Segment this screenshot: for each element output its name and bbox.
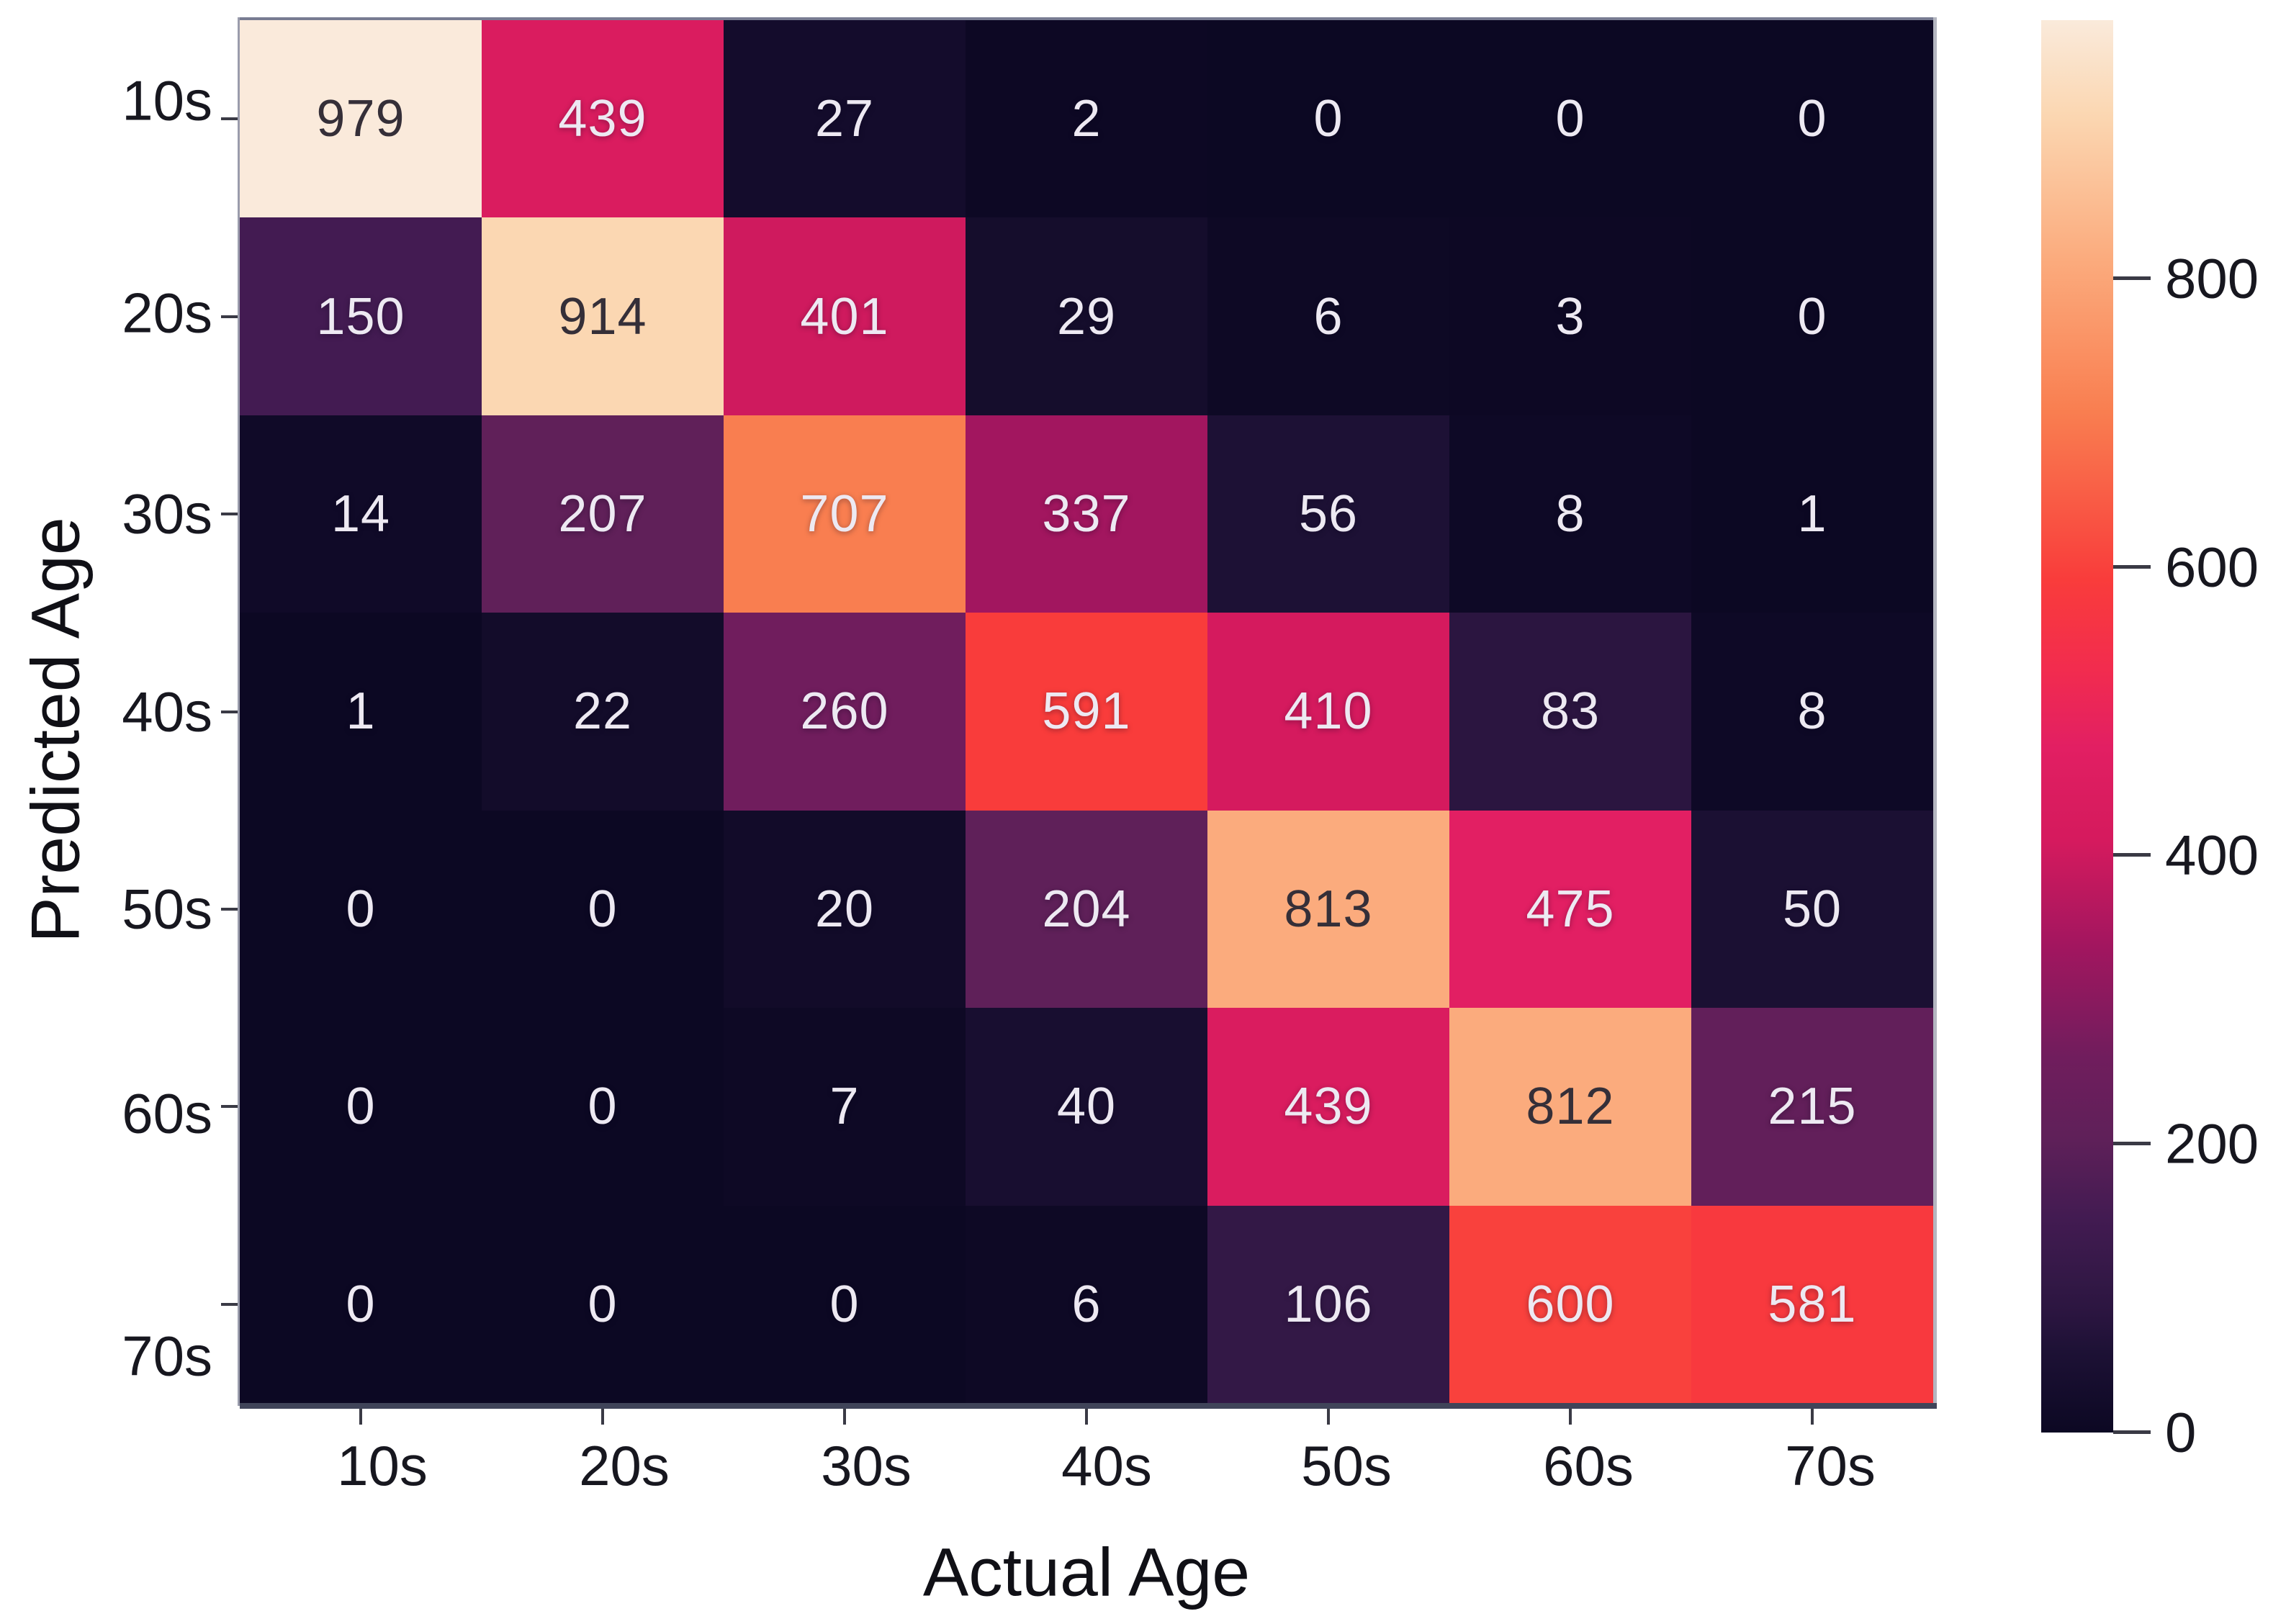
heatmap-cell: 337 bbox=[966, 415, 1207, 613]
heatmap-cell: 1 bbox=[1691, 415, 1933, 613]
heatmap-cell: 0 bbox=[1207, 20, 1449, 218]
heatmap-cell: 83 bbox=[1449, 613, 1691, 811]
heatmap-cell: 707 bbox=[724, 415, 966, 613]
x-tick-mark bbox=[1569, 1409, 1572, 1425]
x-axis-title: Actual Age bbox=[922, 1534, 1251, 1611]
heatmap-cell: 40 bbox=[966, 1008, 1207, 1206]
y-tick-label: 70s bbox=[122, 1324, 212, 1388]
heatmap-cell: 475 bbox=[1449, 810, 1691, 1009]
x-tick-label: 10s bbox=[337, 1434, 428, 1497]
axis-spine-right bbox=[1933, 17, 1937, 1403]
heatmap-cell: 207 bbox=[482, 415, 724, 613]
heatmap-cell: 979 bbox=[240, 20, 482, 218]
heatmap-cell: 600 bbox=[1449, 1205, 1691, 1403]
x-tick-mark bbox=[1811, 1409, 1814, 1425]
y-tick-label: 60s bbox=[122, 1081, 212, 1145]
colorbar-tick-label: 600 bbox=[2165, 535, 2259, 599]
heatmap-grid: 979 439 27 2 0 0 0 150 914 401 29 6 3 0 14 207 707 337 56 8… bbox=[240, 20, 1933, 1403]
heatmap-cell: 914 bbox=[482, 217, 724, 415]
heatmap-cell: 8 bbox=[1691, 613, 1933, 811]
axis-spine-left bbox=[238, 17, 240, 1406]
y-axis-title: Predicted Age bbox=[17, 516, 94, 943]
heatmap-cell: 812 bbox=[1449, 1008, 1691, 1206]
heatmap-cell: 410 bbox=[1207, 613, 1449, 811]
heatmap-cell: 150 bbox=[240, 217, 482, 415]
heatmap-cell: 813 bbox=[1207, 810, 1449, 1009]
x-tick-mark bbox=[359, 1409, 362, 1425]
y-tick-label: 40s bbox=[122, 680, 212, 743]
heatmap-cell: 581 bbox=[1691, 1205, 1933, 1403]
axis-spine-top bbox=[240, 17, 1933, 20]
heatmap-cell: 439 bbox=[482, 20, 724, 218]
heatmap-cell: 215 bbox=[1691, 1008, 1933, 1206]
heatmap-cell: 0 bbox=[1691, 20, 1933, 218]
heatmap-cell: 401 bbox=[724, 217, 966, 415]
y-tick-label: 50s bbox=[122, 877, 212, 941]
heatmap-cell: 22 bbox=[482, 613, 724, 811]
heatmap-cell: 27 bbox=[724, 20, 966, 218]
colorbar-tick-label: 200 bbox=[2165, 1111, 2259, 1176]
y-tick-mark bbox=[221, 710, 238, 713]
x-tick-mark bbox=[1327, 1409, 1330, 1425]
x-tick-label: 20s bbox=[579, 1434, 670, 1497]
colorbar-tick-label: 800 bbox=[2165, 246, 2259, 310]
colorbar-tick-mark bbox=[2113, 1142, 2151, 1146]
y-tick-label: 20s bbox=[122, 281, 212, 345]
heatmap-cell: 20 bbox=[724, 810, 966, 1009]
colorbar bbox=[2041, 20, 2113, 1433]
y-tick-label: 30s bbox=[122, 482, 212, 546]
x-tick-label: 60s bbox=[1543, 1434, 1634, 1497]
axis-spine-bottom bbox=[240, 1403, 1937, 1409]
heatmap-cell: 0 bbox=[240, 1205, 482, 1403]
heatmap-cell: 0 bbox=[724, 1205, 966, 1403]
x-tick-mark bbox=[601, 1409, 604, 1425]
heatmap-cell: 0 bbox=[482, 810, 724, 1009]
heatmap-cell: 0 bbox=[482, 1205, 724, 1403]
colorbar-tick-label: 400 bbox=[2165, 823, 2259, 887]
heatmap-cell: 0 bbox=[1691, 217, 1933, 415]
y-tick-label: 10s bbox=[122, 68, 212, 132]
y-tick-mark bbox=[221, 315, 238, 318]
heatmap-cell: 0 bbox=[240, 810, 482, 1009]
heatmap-cell: 0 bbox=[1449, 20, 1691, 218]
heatmap-cell: 56 bbox=[1207, 415, 1449, 613]
y-tick-mark bbox=[221, 1105, 238, 1109]
y-tick-mark bbox=[221, 117, 238, 121]
heatmap-cell: 106 bbox=[1207, 1205, 1449, 1403]
x-tick-label: 30s bbox=[821, 1434, 912, 1497]
heatmap-cell: 0 bbox=[482, 1008, 724, 1206]
heatmap-cell: 1 bbox=[240, 613, 482, 811]
x-tick-label: 40s bbox=[1061, 1434, 1152, 1497]
heatmap-cell: 8 bbox=[1449, 415, 1691, 613]
heatmap-cell: 7 bbox=[724, 1008, 966, 1206]
heatmap-cell: 6 bbox=[966, 1205, 1207, 1403]
heatmap-cell: 204 bbox=[966, 810, 1207, 1009]
x-tick-label: 50s bbox=[1301, 1434, 1392, 1497]
colorbar-tick-mark bbox=[2113, 276, 2151, 280]
colorbar-tick-mark bbox=[2113, 564, 2151, 569]
x-tick-mark bbox=[843, 1409, 846, 1425]
x-tick-label: 70s bbox=[1785, 1434, 1876, 1497]
y-tick-mark bbox=[221, 513, 238, 516]
heatmap-cell: 439 bbox=[1207, 1008, 1449, 1206]
heatmap-cell: 0 bbox=[240, 1008, 482, 1206]
colorbar-tick-label: 0 bbox=[2165, 1400, 2197, 1464]
y-tick-mark bbox=[221, 907, 238, 911]
heatmap-cell: 260 bbox=[724, 613, 966, 811]
heatmap-cell: 3 bbox=[1449, 217, 1691, 415]
heatmap-cell: 14 bbox=[240, 415, 482, 613]
colorbar-tick-mark bbox=[2113, 853, 2151, 857]
colorbar-tick-mark bbox=[2113, 1430, 2151, 1434]
heatmap-cell: 2 bbox=[966, 20, 1207, 218]
x-tick-mark bbox=[1085, 1409, 1088, 1425]
heatmap-cell: 591 bbox=[966, 613, 1207, 811]
heatmap-cell: 6 bbox=[1207, 217, 1449, 415]
y-tick-mark bbox=[221, 1302, 238, 1306]
heatmap-cell: 50 bbox=[1691, 810, 1933, 1009]
heatmap-cell: 29 bbox=[966, 217, 1207, 415]
